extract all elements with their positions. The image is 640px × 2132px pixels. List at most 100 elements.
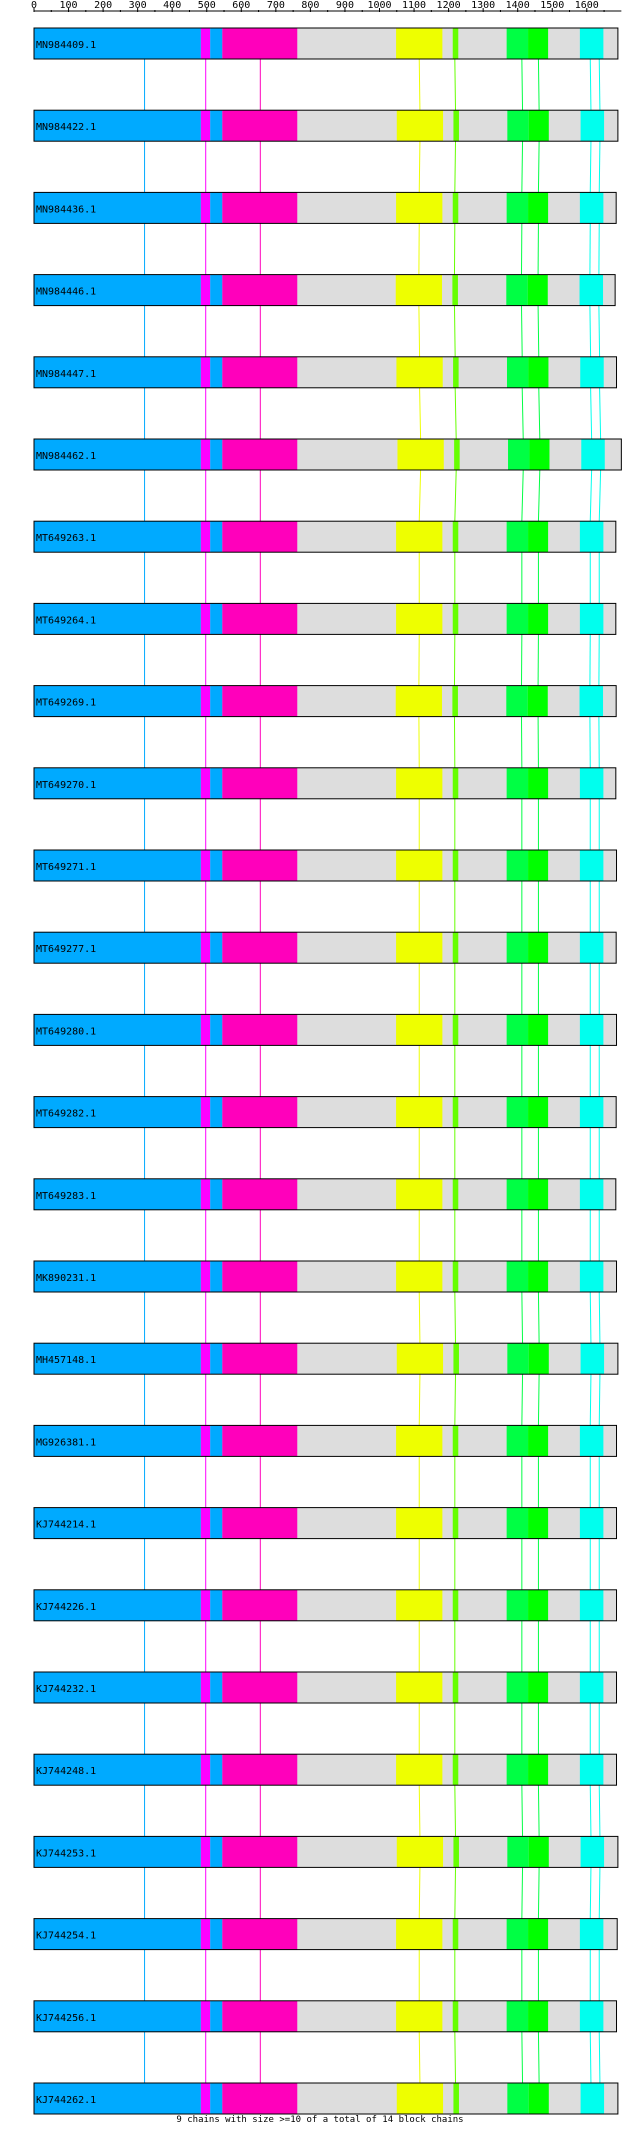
link-line bbox=[589, 1291, 592, 1344]
block-yellow bbox=[396, 28, 443, 59]
link-line bbox=[521, 141, 524, 193]
block-magenta bbox=[200, 850, 211, 881]
track-outline bbox=[33, 849, 618, 882]
track-outline bbox=[33, 685, 617, 718]
sequence-label: MT649270.1 bbox=[36, 780, 96, 791]
block-magenta bbox=[200, 1096, 211, 1128]
block-cyan bbox=[579, 1261, 604, 1292]
axis-tick-label: 800 bbox=[301, 0, 319, 11]
block-green_mid bbox=[528, 1754, 549, 1786]
block-blue bbox=[34, 192, 201, 224]
block-blue bbox=[34, 110, 201, 142]
block-magenta bbox=[200, 1507, 211, 1539]
link-line bbox=[537, 1867, 540, 1919]
link-line bbox=[454, 387, 457, 440]
link-line bbox=[454, 58, 457, 111]
axis-tick-label: 700 bbox=[267, 0, 285, 11]
block-blue bbox=[34, 1754, 201, 1786]
link-line bbox=[589, 1867, 592, 1919]
block-green bbox=[506, 521, 529, 553]
block-hotpink bbox=[222, 1178, 298, 1210]
block-green bbox=[506, 192, 529, 224]
block-magenta bbox=[200, 28, 211, 59]
sequence-track: MN984436.1 bbox=[33, 191, 617, 224]
link-line bbox=[537, 1785, 540, 1837]
sequence-label: MN984409.1 bbox=[36, 40, 96, 51]
link-line bbox=[454, 469, 457, 522]
block-blue bbox=[210, 932, 223, 964]
axis-tick-label: 1200 bbox=[437, 0, 461, 11]
link-line bbox=[537, 141, 540, 193]
block-blue bbox=[34, 274, 201, 306]
block-green_light bbox=[452, 28, 459, 59]
block-magenta bbox=[200, 110, 211, 142]
block-yellow bbox=[396, 2083, 444, 2114]
link-line bbox=[598, 58, 601, 111]
block-blue bbox=[34, 28, 201, 59]
sequence-track: KJ744232.1 bbox=[33, 1671, 618, 1704]
block-green_light bbox=[452, 2000, 459, 2032]
block-green bbox=[506, 1014, 529, 1046]
block-yellow bbox=[396, 356, 443, 388]
block-green_light bbox=[452, 1507, 459, 1539]
track-outline bbox=[33, 356, 618, 389]
block-green_light bbox=[452, 1754, 459, 1786]
block-magenta bbox=[200, 1836, 211, 1868]
block-magenta bbox=[200, 603, 211, 635]
axis-tick-label: 400 bbox=[163, 0, 181, 11]
sequence-track: MT649270.1 bbox=[33, 767, 617, 800]
sequence-track: KJ744248.1 bbox=[33, 1753, 618, 1786]
sequence-label: MN984422.1 bbox=[36, 122, 96, 133]
block-blue bbox=[34, 767, 201, 799]
track-outline bbox=[33, 27, 619, 60]
track-outline bbox=[33, 767, 617, 800]
sequence-label: MH457148.1 bbox=[36, 1355, 96, 1366]
block-cyan bbox=[579, 1014, 604, 1046]
block-green_light bbox=[452, 1672, 459, 1703]
block-cyan bbox=[579, 1672, 604, 1703]
link-line bbox=[537, 1374, 540, 1426]
block-yellow bbox=[396, 192, 443, 224]
block-green_mid bbox=[528, 2000, 549, 2032]
sequence-track: MT649263.1 bbox=[33, 520, 617, 553]
block-green_light bbox=[453, 1836, 459, 1868]
block-green_light bbox=[452, 1261, 459, 1292]
link-line bbox=[598, 141, 601, 193]
axis-tick-label: 1500 bbox=[540, 0, 564, 11]
block-green_mid bbox=[528, 932, 549, 964]
track-outline bbox=[33, 109, 619, 142]
link-line bbox=[589, 1374, 592, 1426]
block-hotpink bbox=[222, 110, 298, 142]
block-green_light bbox=[452, 1918, 459, 1950]
block-blue bbox=[210, 2000, 223, 2032]
block-blue bbox=[34, 1507, 201, 1539]
block-blue bbox=[34, 1014, 201, 1046]
block-blue bbox=[34, 850, 201, 881]
sequence-label: MN984462.1 bbox=[36, 451, 96, 462]
block-green_mid bbox=[529, 439, 550, 470]
block-green_light bbox=[452, 521, 459, 553]
block-green bbox=[506, 1672, 529, 1703]
block-yellow bbox=[396, 110, 444, 142]
link-line bbox=[589, 469, 593, 522]
block-blue bbox=[210, 1178, 223, 1210]
block-green bbox=[506, 767, 529, 799]
link-line bbox=[589, 1785, 592, 1837]
sequence-label: MN984447.1 bbox=[36, 369, 96, 380]
track-outline bbox=[33, 1260, 618, 1293]
block-blue bbox=[34, 1918, 201, 1950]
sequence-label: KJ744254.1 bbox=[36, 1931, 96, 1942]
axis-tick-label: 200 bbox=[94, 0, 112, 11]
track-outline bbox=[33, 1671, 618, 1704]
track-outline bbox=[33, 1178, 617, 1211]
block-hotpink bbox=[222, 521, 298, 553]
track-outline bbox=[33, 1096, 617, 1129]
link-line bbox=[453, 305, 456, 357]
block-magenta bbox=[200, 1425, 211, 1457]
block-blue bbox=[210, 1672, 223, 1703]
link-line bbox=[418, 469, 422, 522]
block-cyan bbox=[580, 1343, 605, 1375]
sequence-label: MT649283.1 bbox=[36, 1191, 96, 1202]
block-yellow bbox=[397, 439, 444, 470]
link-line bbox=[538, 387, 541, 440]
